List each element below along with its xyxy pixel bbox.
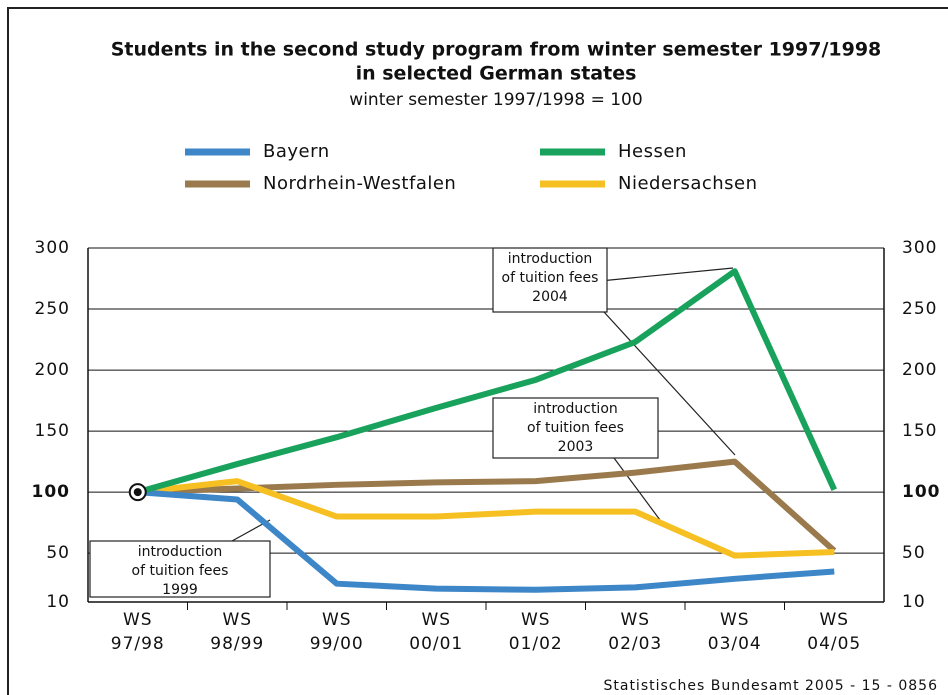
legend-label: Nordrhein-Westfalen xyxy=(263,173,456,194)
annotation-text: introduction xyxy=(533,401,618,417)
y-tick-label: 10 xyxy=(46,592,70,612)
y-tick-label: 100 xyxy=(32,482,71,502)
chart-title: in selected German states xyxy=(356,63,637,85)
x-tick-label: 01/02 xyxy=(509,634,563,654)
series-line xyxy=(137,489,835,593)
y-tick-label-right: 250 xyxy=(902,299,937,319)
x-tick-label: 98/99 xyxy=(210,634,264,654)
annotation-text: of tuition fees xyxy=(132,563,229,579)
annotation-text: 1999 xyxy=(162,582,198,598)
source: Statistisches Bundesamt 2005 - 15 - 0856 xyxy=(603,678,938,694)
x-tick-label: WS xyxy=(123,610,153,630)
y-tick-label-right: 50 xyxy=(902,543,926,563)
annotation-text: 2004 xyxy=(532,289,568,305)
x-tick-label: 04/05 xyxy=(807,634,861,654)
annotation-text: of tuition fees xyxy=(527,420,624,436)
y-tick-label-right: 150 xyxy=(902,421,937,441)
x-tick-label: WS xyxy=(620,610,650,630)
x-tick-label: WS xyxy=(322,610,352,630)
y-tick-label: 300 xyxy=(35,238,70,258)
leader-line xyxy=(603,311,736,456)
x-tick-label: WS xyxy=(421,610,451,630)
chart-title: Students in the second study program fro… xyxy=(111,39,882,61)
frame xyxy=(7,7,948,695)
annotation-text: of tuition fees xyxy=(502,270,599,286)
y-tick-label: 50 xyxy=(46,543,70,563)
x-tick-label: WS xyxy=(222,610,252,630)
x-tick-label: 99/00 xyxy=(310,634,364,654)
chart-subtitle: winter semester 1997/1998 = 100 xyxy=(349,90,642,110)
annotation-box xyxy=(89,540,271,598)
x-tick-label: 02/03 xyxy=(608,634,662,654)
x-tick-label: WS xyxy=(720,610,750,630)
x-tick-label: WS xyxy=(819,610,849,630)
y-tick-label: 200 xyxy=(35,360,70,380)
y-tick-label: 250 xyxy=(35,299,70,319)
legend-label: Hessen xyxy=(618,141,687,162)
y-tick-label-right: 300 xyxy=(902,238,937,258)
annotation-text: 2003 xyxy=(558,439,594,455)
y-tick-label-right: 100 xyxy=(902,482,941,502)
series-line xyxy=(137,478,835,559)
y-tick-label-right: 200 xyxy=(902,360,937,380)
y-tick-label: 150 xyxy=(35,421,70,441)
x-tick-label: 97/98 xyxy=(111,634,165,654)
legend-label: Niedersachsen xyxy=(618,173,758,194)
annotation-box xyxy=(492,247,608,313)
annotation-text: introduction xyxy=(508,251,593,267)
x-tick-label: WS xyxy=(521,610,551,630)
annotation-box xyxy=(492,397,659,459)
legend-label: Bayern xyxy=(263,141,330,162)
base-marker-dot xyxy=(133,488,142,497)
leader-line xyxy=(613,457,661,521)
leader-line xyxy=(599,267,734,282)
x-tick-label: 00/01 xyxy=(409,634,463,654)
y-tick-label-right: 10 xyxy=(902,592,926,612)
annotation-text: introduction xyxy=(138,544,223,560)
x-tick-label: 03/04 xyxy=(708,634,762,654)
series-line xyxy=(136,268,837,496)
